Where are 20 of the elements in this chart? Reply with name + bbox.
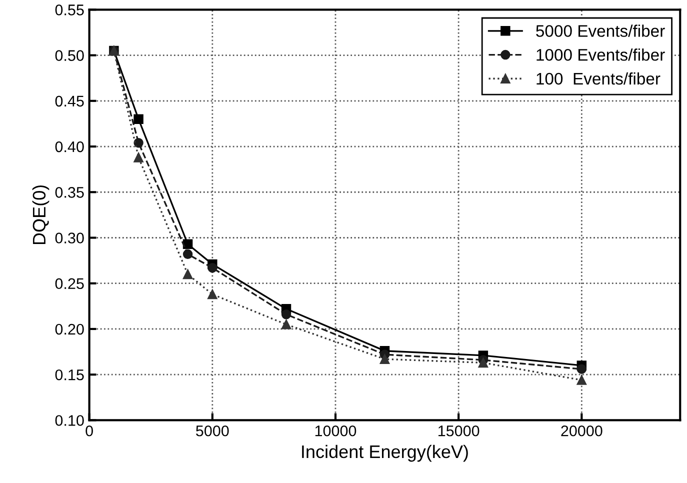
legend-label: 100 Events/fiber — [536, 72, 660, 85]
y-tick-label: 0.25 — [55, 278, 84, 290]
x-tick-label: 0 — [86, 425, 93, 436]
x-axis-title: Incident Energy(keV) — [302, 444, 468, 462]
y-tick-label: 0.50 — [55, 50, 84, 61]
y-tick-label: 0.10 — [55, 415, 84, 426]
y-tick-label: 0.40 — [55, 141, 84, 152]
y-tick-label: 0.30 — [55, 232, 84, 244]
y-tick-label: 0.35 — [55, 186, 84, 198]
legend-label: 1000 Events/fiber — [536, 48, 665, 61]
y-tick-label: 0.55 — [55, 4, 84, 16]
x-tick-label: 5000 — [196, 425, 229, 436]
y-tick-label: 0.15 — [55, 369, 84, 380]
y-axis-title: DQE(0) — [32, 185, 50, 244]
y-tick-label: 0.20 — [55, 324, 84, 335]
legend-label: 5000 Events/fiber — [536, 24, 665, 37]
x-tick-label: 15000 — [438, 425, 480, 436]
y-tick-label: 0.45 — [55, 96, 84, 107]
x-tick-label: 20000 — [561, 425, 602, 436]
x-tick-label: 10000 — [315, 425, 356, 436]
